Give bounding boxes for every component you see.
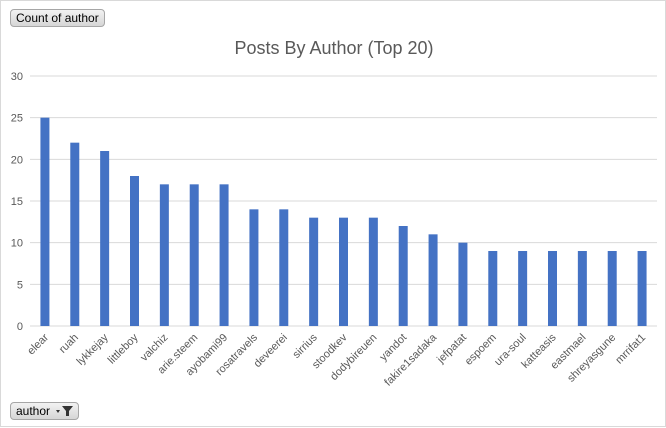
y-tick-label: 5 (17, 279, 23, 291)
bar (518, 251, 528, 326)
x-tick-label: deveerei (252, 332, 290, 370)
bar (637, 251, 647, 326)
bar (488, 251, 498, 326)
chart-title: Posts By Author (Top 20) (234, 38, 434, 58)
count-of-author-field-button[interactable]: Count of author (10, 9, 105, 27)
x-tick-label: littleboy (106, 331, 141, 366)
y-tick-label: 30 (11, 71, 23, 83)
y-tick-label: 15 (11, 196, 23, 208)
y-tick-label: 20 (11, 154, 23, 166)
x-tick-label: elear (25, 331, 51, 357)
bar (309, 217, 319, 326)
x-tick-label: fakire1sadaka (382, 331, 440, 389)
bar (189, 184, 199, 326)
x-tick-label: ruah (57, 332, 81, 356)
author-field-label: author (16, 404, 51, 418)
count-of-author-label: Count of author (16, 11, 99, 25)
bar (70, 142, 80, 326)
y-tick-label: 0 (17, 321, 23, 333)
bar (130, 176, 139, 326)
y-tick-label: 10 (11, 238, 23, 250)
bar (398, 226, 408, 326)
author-field-button[interactable]: author (10, 402, 80, 420)
bar (219, 184, 229, 326)
bar (40, 117, 50, 327)
bar (577, 251, 587, 326)
x-tick-label: mrrifat1 (613, 332, 648, 367)
bar (458, 242, 468, 326)
x-tick-label: lykkejay (75, 331, 112, 368)
bar (249, 209, 259, 326)
bar (607, 251, 617, 326)
y-tick-label: 25 (11, 113, 23, 125)
bar (339, 217, 348, 326)
bar (279, 209, 289, 326)
bar (368, 217, 378, 326)
bar (548, 251, 557, 326)
bar (159, 184, 169, 326)
filter-dropdown-icon[interactable] (56, 405, 74, 417)
bar (428, 234, 438, 326)
bar (100, 151, 110, 326)
